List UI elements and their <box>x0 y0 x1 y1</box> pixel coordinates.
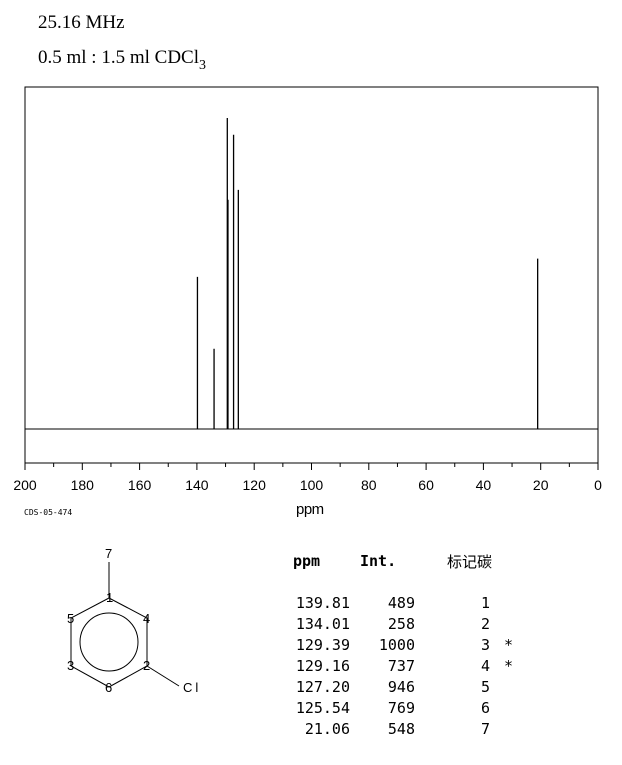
x-axis-ticks <box>24 463 599 470</box>
carbon-label-cell: 4 <box>481 657 491 675</box>
x-axis-label: ppm <box>296 501 324 518</box>
overlap-mark-cell: * <box>504 657 514 675</box>
x-tick-label: 160 <box>128 477 152 493</box>
benzene-ring <box>70 597 148 688</box>
atom-label-3: 3 <box>67 658 74 673</box>
solvent-label: 0.5 ml : 1.5 ml CDCl3 <box>38 47 206 74</box>
carbon-label-cell: 5 <box>481 678 491 696</box>
table-row: 129.39 1000 3 * <box>283 636 543 656</box>
atom-label-4: 4 <box>143 611 150 626</box>
atom-label-1: 1 <box>106 590 113 605</box>
col-header-ppm: ppm <box>293 552 321 570</box>
atom-label-7: 7 <box>105 546 112 561</box>
intensity-cell: 946 <box>387 678 415 696</box>
atom-label-6: 6 <box>105 680 112 695</box>
ppm-cell: 21.06 <box>304 720 350 738</box>
table-row: 129.16 737 4 * <box>283 657 543 677</box>
intensity-cell: 489 <box>387 594 415 612</box>
carbon-label-cell: 6 <box>481 699 491 717</box>
intensity-cell: 258 <box>387 615 415 633</box>
solvent-subscript: 3 <box>199 58 206 73</box>
intensity-cell: 737 <box>387 657 415 675</box>
spectrum-code: CDS-05-474 <box>24 508 73 517</box>
intensity-cell: 548 <box>387 720 415 738</box>
plot-frame <box>24 86 599 464</box>
nmr-spectrum-chart: 200 180 160 140 120 100 80 60 40 20 0 <box>13 86 602 493</box>
x-tick-label: 100 <box>300 477 324 493</box>
atom-label-2: 2 <box>143 658 150 673</box>
carbon-label-cell: 7 <box>481 720 491 738</box>
col-header-label: 标记碳 <box>447 553 493 571</box>
x-tick-label: 20 <box>533 477 549 493</box>
molecule-structure: 7 1 4 5 3 2 6 Cl <box>67 546 201 695</box>
peaks-group <box>196 118 539 429</box>
overlap-mark-cell: * <box>504 636 514 654</box>
carbon-label-cell: 1 <box>481 594 491 612</box>
carbon-label-cell: 3 <box>481 636 491 654</box>
substituent-cl: Cl <box>183 680 201 695</box>
solvent-text: 0.5 ml : 1.5 ml CDCl <box>38 47 199 68</box>
x-tick-label: 0 <box>594 477 602 493</box>
ppm-cell: 129.16 <box>295 657 350 675</box>
table-row: 125.54 769 6 <box>283 699 543 719</box>
intensity-cell: 1000 <box>378 636 415 654</box>
table-row: 21.06 548 7 <box>283 720 543 740</box>
ppm-cell: 139.81 <box>295 594 350 612</box>
x-axis-tick-labels: 200 180 160 140 120 100 80 60 40 20 0 <box>13 477 602 493</box>
ppm-cell: 127.20 <box>295 678 350 696</box>
ppm-cell: 129.39 <box>295 636 350 654</box>
atom-label-5: 5 <box>67 611 74 626</box>
carbon-label-cell: 2 <box>481 615 491 633</box>
x-tick-label: 120 <box>243 477 267 493</box>
x-tick-label: 80 <box>361 477 377 493</box>
table-row: 139.81 489 1 <box>283 594 543 614</box>
x-tick-label: 200 <box>13 477 37 493</box>
x-tick-label: 140 <box>185 477 209 493</box>
table-row: 127.20 946 5 <box>283 678 543 698</box>
x-tick-label: 60 <box>418 477 434 493</box>
table-row: 134.01 258 2 <box>283 615 543 635</box>
aromatic-circle <box>79 612 139 672</box>
intensity-cell: 769 <box>387 699 415 717</box>
x-tick-label: 180 <box>71 477 95 493</box>
ppm-cell: 134.01 <box>295 615 350 633</box>
frequency-label: 25.16 MHz <box>38 12 125 33</box>
ppm-cell: 125.54 <box>295 699 350 717</box>
chloro-bond <box>146 665 180 687</box>
col-header-intensity: Int. <box>360 552 397 570</box>
x-tick-label: 40 <box>476 477 492 493</box>
